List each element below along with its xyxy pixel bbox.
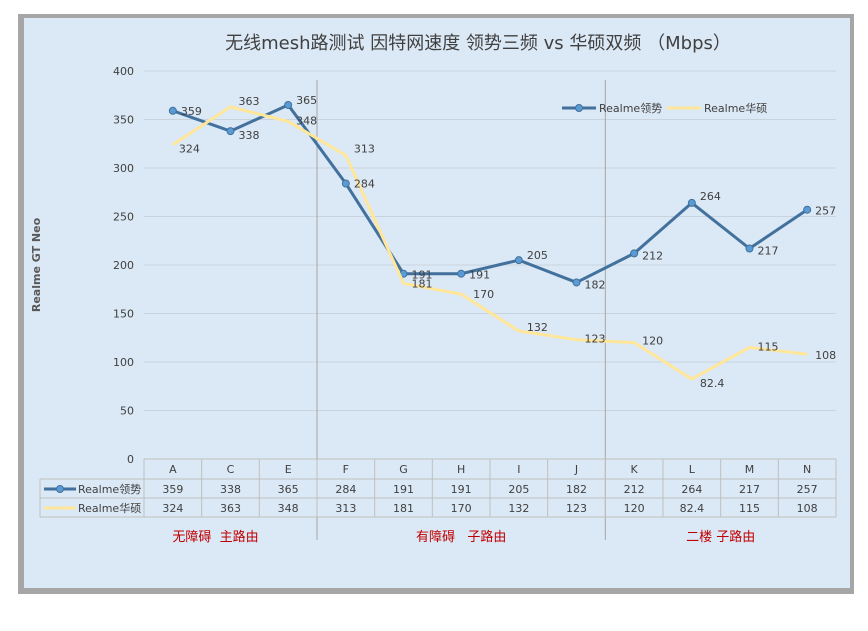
data-label: 191 — [412, 269, 433, 282]
x-tick-label: H — [457, 463, 465, 476]
table-cell: 108 — [797, 502, 818, 515]
data-label: 217 — [758, 245, 779, 258]
chart-title: 无线mesh路测试 因特网速度 领势三频 vs 华硕双频 （Mbps） — [225, 33, 731, 54]
y-tick-label: 350 — [113, 114, 134, 127]
section-label: 有障碍 子路由 — [416, 529, 506, 545]
y-tick-label: 0 — [127, 453, 134, 466]
table-cell: 338 — [220, 483, 241, 496]
data-point — [687, 198, 696, 207]
table-cell: 348 — [278, 502, 299, 515]
data-label: 170 — [473, 288, 494, 301]
table-cell: 115 — [739, 502, 760, 515]
table-cell: 191 — [393, 483, 414, 496]
x-tick-label: A — [169, 463, 177, 476]
table-cell: 182 — [566, 483, 587, 496]
y-tick-label: 100 — [113, 356, 134, 369]
x-tick-label: K — [631, 463, 639, 476]
x-tick-label: J — [574, 463, 578, 476]
data-label: 359 — [181, 105, 202, 118]
table-cell: 181 — [393, 502, 414, 515]
y-tick-label: 200 — [113, 259, 134, 272]
table-cell: 132 — [508, 502, 529, 515]
data-label: 284 — [354, 178, 375, 191]
y-tick-label: 400 — [113, 65, 134, 78]
table-cell: 123 — [566, 502, 587, 515]
x-tick-label: L — [689, 463, 696, 476]
legend-label: Realme华硕 — [704, 101, 767, 115]
x-tick-label: C — [227, 463, 235, 476]
table-cell: 120 — [624, 502, 645, 515]
data-label: 264 — [700, 190, 721, 203]
data-label: 132 — [527, 321, 548, 334]
data-point — [630, 249, 639, 258]
data-label: 257 — [815, 205, 836, 218]
section-label: 二楼 子路由 — [686, 529, 755, 545]
data-label: 324 — [179, 143, 200, 156]
legend-marker — [575, 104, 583, 112]
data-label: 108 — [815, 349, 836, 362]
data-point — [572, 278, 581, 287]
data-label: 363 — [239, 95, 260, 108]
x-tick-label: N — [803, 463, 811, 476]
table-cell: 264 — [681, 483, 702, 496]
data-label: 181 — [412, 277, 433, 290]
x-tick-label: E — [285, 463, 292, 476]
data-label: 123 — [585, 333, 606, 346]
data-label: 313 — [354, 142, 375, 155]
data-label: 120 — [642, 335, 663, 348]
data-label: 338 — [239, 129, 260, 142]
series-line-1 — [172, 103, 809, 284]
data-label: 191 — [469, 269, 490, 282]
table-cell: 324 — [162, 502, 183, 515]
legend-label: Realme领势 — [599, 102, 662, 115]
chart-background — [24, 18, 850, 588]
y-axis-label: Realme GT Neo — [30, 217, 43, 312]
data-point — [226, 127, 235, 136]
table-legend-marker — [56, 485, 64, 493]
table-cell: 205 — [508, 483, 529, 496]
table-cell: 365 — [278, 483, 299, 496]
data-point — [514, 256, 523, 265]
section-label: 无障碍 主路由 — [172, 529, 258, 545]
x-tick-label: M — [745, 463, 755, 476]
data-point — [745, 244, 754, 253]
table-series-name: Realme领势 — [78, 483, 141, 496]
data-label: 115 — [758, 340, 779, 353]
table-cell: 82.4 — [680, 502, 705, 515]
data-point — [457, 269, 466, 278]
table-cell: 284 — [335, 483, 356, 496]
data-label: 212 — [642, 249, 663, 262]
table-cell: 359 — [162, 483, 183, 496]
data-point — [341, 179, 350, 188]
data-label: 365 — [296, 94, 317, 107]
data-point — [284, 100, 293, 109]
table-cell: 217 — [739, 483, 760, 496]
y-tick-label: 300 — [113, 162, 134, 175]
y-tick-label: 150 — [113, 308, 134, 321]
table-series-name: Realme华硕 — [78, 501, 141, 515]
x-tick-label: G — [399, 463, 408, 476]
y-tick-label: 250 — [113, 211, 134, 224]
table-cell: 363 — [220, 502, 241, 515]
table-cell: 212 — [624, 483, 645, 496]
table-cell: 313 — [335, 502, 356, 515]
series-line-2 — [172, 105, 808, 381]
data-label: 182 — [585, 278, 606, 291]
data-point — [803, 205, 812, 214]
table-cell: 170 — [451, 502, 472, 515]
table-cell: 191 — [451, 483, 472, 496]
x-tick-label: F — [343, 463, 349, 476]
y-tick-label: 50 — [120, 405, 134, 418]
table-cell: 257 — [797, 483, 818, 496]
data-point — [168, 106, 177, 115]
data-label: 205 — [527, 249, 548, 262]
data-label: 348 — [296, 114, 317, 127]
x-tick-label: I — [517, 463, 520, 476]
data-label: 82.4 — [700, 377, 725, 390]
